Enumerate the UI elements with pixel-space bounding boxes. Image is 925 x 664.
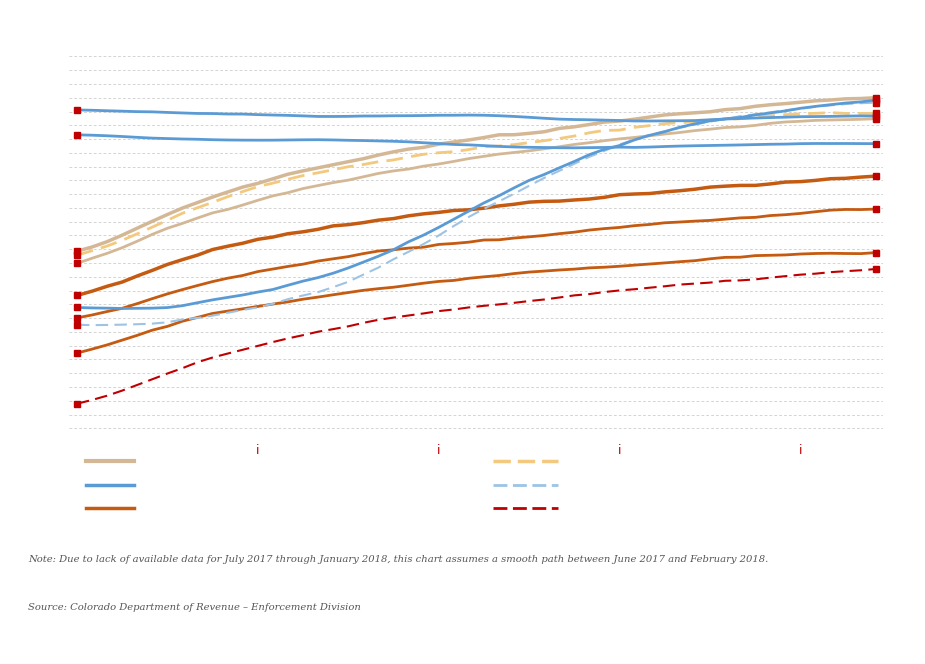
- Text: i: i: [256, 444, 260, 457]
- Text: i: i: [618, 444, 622, 457]
- Text: Note: Due to lack of available data for July 2017 through January 2018, this cha: Note: Due to lack of available data for …: [28, 554, 768, 564]
- Text: i: i: [437, 444, 440, 457]
- Text: i: i: [798, 444, 802, 457]
- Text: Source: Colorado Department of Revenue – Enforcement Division: Source: Colorado Department of Revenue –…: [28, 602, 361, 612]
